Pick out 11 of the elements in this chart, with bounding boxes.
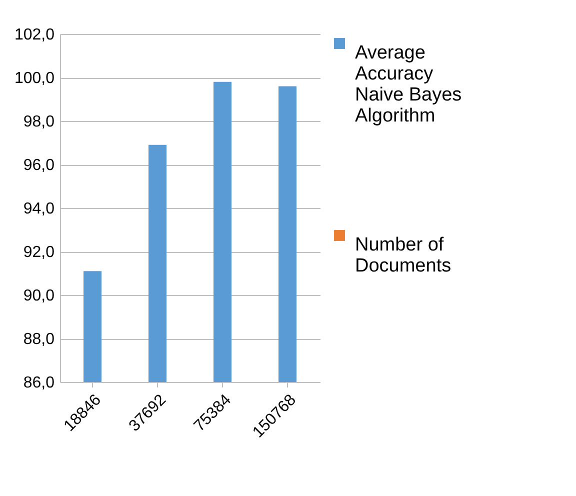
y-tick-label: 100,0 (14, 70, 55, 87)
legend-label: Number of Documents (355, 234, 452, 276)
y-tick-label: 96,0 (23, 157, 55, 174)
y-tick-label: 94,0 (23, 200, 55, 218)
y-tick-label: 102,0 (14, 26, 55, 44)
y-tick-label: 88,0 (23, 331, 55, 348)
y-tick-label: 86,0 (23, 374, 55, 392)
y-tick-label: 98,0 (23, 114, 55, 130)
legend-label: Average Accuracy Naive Bayes Algorithm (355, 42, 462, 126)
y-tick-label: 92,0 (23, 244, 55, 261)
y-tick-label: 90,0 (23, 288, 55, 304)
